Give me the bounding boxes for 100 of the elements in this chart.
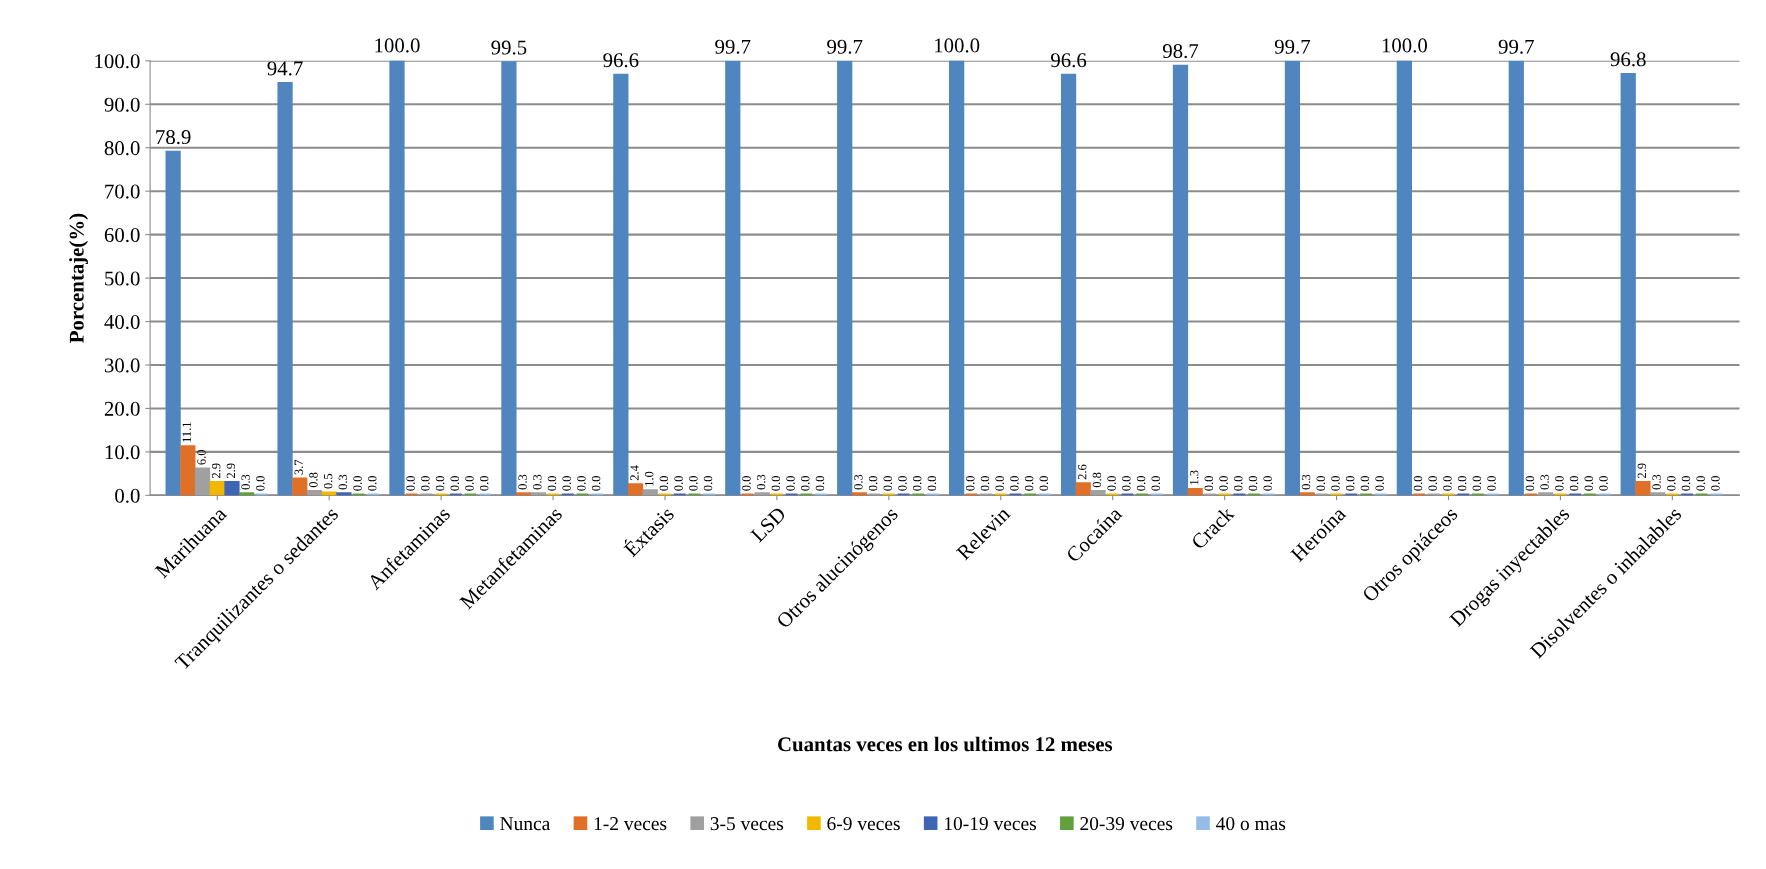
data-label: 2.9 — [1637, 463, 1647, 479]
data-label: 100.0 — [935, 38, 980, 53]
data-label: 0.0 — [883, 476, 893, 491]
data-label: 2.9 — [212, 463, 221, 479]
data-label: 2.9 — [226, 463, 236, 479]
data-label: 100.0 — [1382, 38, 1427, 53]
data-label: 0.0 — [1316, 476, 1326, 491]
data-label: 0.0 — [421, 476, 430, 491]
data-label: 0.0 — [1107, 476, 1116, 491]
data-label: 0.3 — [1540, 474, 1549, 490]
y-tick-label: 10.0 — [105, 445, 140, 460]
data-label: 0.0 — [659, 476, 669, 491]
data-label: 0.0 — [1667, 476, 1676, 491]
data-label: 96.6 — [603, 53, 639, 68]
data-label: 99.5 — [491, 40, 527, 55]
data-label: 0.0 — [562, 476, 571, 491]
data-label: 96.6 — [1051, 53, 1087, 68]
data-label: 0.0 — [1136, 476, 1146, 491]
data-label: 96.8 — [1610, 52, 1646, 67]
y-tick-label: 70.0 — [105, 184, 140, 199]
data-label: 0.0 — [1122, 476, 1131, 491]
data-label: 0.0 — [703, 476, 713, 491]
data-label: 0.0 — [1525, 476, 1535, 491]
legend-label: 3-5 veces — [710, 817, 784, 831]
data-label: 0.0 — [435, 476, 445, 491]
data-label: 0.0 — [1151, 476, 1161, 491]
data-label: 0.0 — [786, 476, 795, 491]
data-label: 0.0 — [591, 476, 601, 491]
data-label: 0.3 — [338, 474, 348, 490]
data-label: 0.0 — [368, 476, 377, 491]
data-label: 0.0 — [1681, 476, 1691, 491]
data-label: 0.0 — [1375, 476, 1384, 491]
y-tick-label: 100.0 — [95, 54, 140, 69]
data-label: 0.0 — [1696, 476, 1705, 491]
data-label: 0.0 — [256, 476, 265, 491]
data-label: 0.0 — [1487, 476, 1496, 491]
data-label: 0.0 — [868, 476, 878, 491]
legend-label: 6-9 veces — [827, 817, 900, 831]
data-label: 0.0 — [1331, 476, 1340, 491]
legend-label: 10-19 veces — [945, 817, 1037, 831]
data-label: 99.7 — [715, 39, 751, 54]
data-label: 6.0 — [197, 449, 206, 465]
data-label: 0.0 — [1219, 476, 1228, 491]
data-label: 0.0 — [674, 476, 683, 491]
data-label: 0.3 — [533, 474, 542, 490]
data-label: 0.0 — [1039, 476, 1049, 491]
y-axis-title: Porcentaje(%) — [69, 213, 88, 343]
data-label: 0.0 — [479, 476, 489, 491]
data-label: 0.0 — [1010, 476, 1019, 491]
data-label: 0.0 — [1443, 476, 1452, 491]
data-label: 0.0 — [1360, 476, 1370, 491]
data-label: 98.7 — [1162, 44, 1199, 59]
legend-label: Nunca — [500, 817, 551, 831]
data-label: 0.3 — [854, 474, 863, 490]
data-label: 2.6 — [1078, 464, 1087, 480]
data-label: 0.3 — [241, 474, 250, 490]
x-tick-label: LSD — [749, 506, 787, 543]
legend-label: 40 o mas — [1216, 817, 1286, 831]
data-label: 0.0 — [1555, 476, 1564, 491]
y-tick-label: 60.0 — [104, 228, 140, 243]
data-label: 1.3 — [1189, 470, 1199, 485]
data-label: 0.0 — [927, 476, 937, 491]
data-label: 0.0 — [966, 476, 975, 491]
data-label: 11.1 — [182, 422, 192, 442]
data-label: 0.3 — [1652, 474, 1661, 490]
data-label: 99.7 — [1274, 39, 1311, 54]
data-label: 0.0 — [801, 476, 810, 491]
data-label: 78.9 — [156, 130, 191, 145]
data-label: 94.7 — [267, 61, 303, 76]
y-tick-label: 30.0 — [104, 358, 140, 373]
data-label: 0.0 — [1234, 476, 1243, 491]
data-label: 0.0 — [689, 476, 698, 491]
data-label: 0.0 — [1024, 476, 1034, 491]
data-label: 0.8 — [309, 472, 318, 488]
y-tick-label: 0.0 — [115, 488, 140, 503]
data-label: 0.0 — [815, 476, 825, 491]
data-label: 0.0 — [465, 476, 474, 491]
data-label: 0.0 — [980, 476, 990, 491]
y-tick-label: 50.0 — [105, 271, 140, 286]
legend-label: 1-2 veces — [594, 817, 667, 831]
data-label: 0.0 — [1599, 476, 1608, 491]
data-label: 0.0 — [1345, 476, 1355, 491]
data-label: 0.3 — [1301, 474, 1311, 490]
data-label: 0.0 — [1584, 476, 1594, 491]
data-label: 0.0 — [1569, 476, 1579, 491]
data-label: 0.0 — [577, 476, 586, 491]
data-label: 0.0 — [1248, 476, 1258, 491]
data-label: 99.7 — [1498, 39, 1534, 54]
y-tick-label: 90.0 — [104, 97, 140, 112]
data-label: 1.0 — [644, 471, 654, 486]
x-axis-title: Cuantas veces en los ultimos 12 meses — [778, 736, 1113, 752]
data-label: 0.0 — [406, 476, 415, 491]
data-label: 0.0 — [1711, 476, 1720, 491]
data-label: 0.0 — [1428, 476, 1437, 491]
data-label: 0.0 — [353, 476, 362, 491]
data-label: 0.0 — [912, 476, 922, 491]
data-label: 0.0 — [742, 476, 751, 491]
data-label: 0.0 — [1204, 476, 1214, 491]
y-tick-label: 20.0 — [104, 401, 140, 416]
y-tick-label: 80.0 — [104, 141, 140, 156]
